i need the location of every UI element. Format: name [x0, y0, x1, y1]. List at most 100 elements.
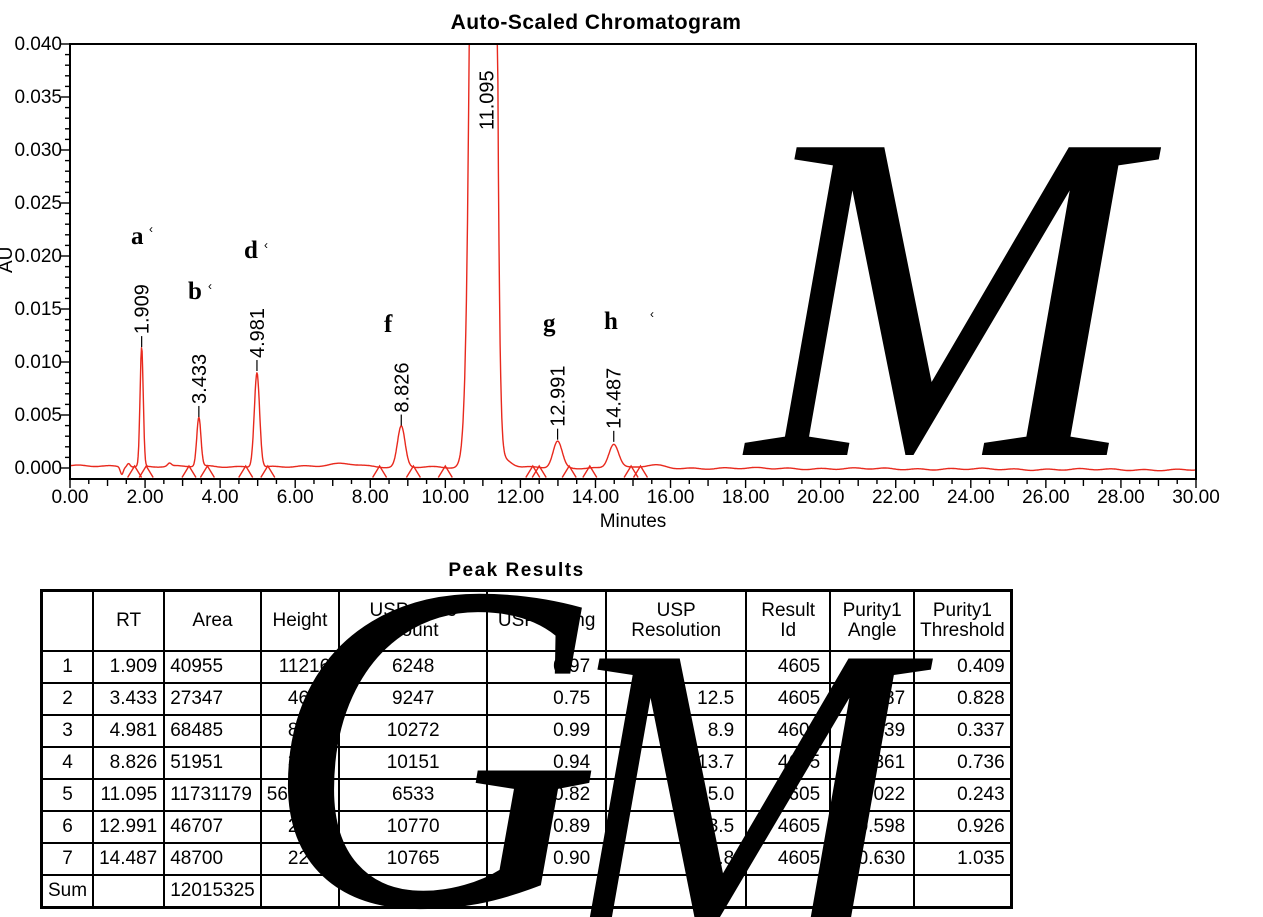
column-header: Result Id [745, 589, 832, 652]
peak-rt-label: 12.991 [548, 366, 570, 427]
plot-border [69, 43, 1197, 480]
x-tick-label: 12.00 [497, 487, 545, 508]
y-tick-label: 0.020 [14, 246, 62, 267]
table-cell: 2278 [259, 842, 341, 876]
table-cell: 8.9 [605, 714, 748, 748]
table-cell [338, 874, 489, 909]
x-tick-label: 14.00 [572, 487, 620, 508]
chromatogram-trace [69, 43, 1197, 476]
table-cell: 8.826 [92, 746, 166, 780]
y-tick-label: 0.040 [14, 34, 62, 55]
table-cell: 0.361 [829, 746, 916, 780]
peak-letter-b: b [188, 278, 202, 305]
table-cell: 0.82 [486, 778, 608, 812]
x-tick-label: 20.00 [797, 487, 845, 508]
table-cell: 1 [40, 650, 95, 684]
table-cell [913, 874, 1013, 909]
column-header [40, 589, 95, 652]
y-tick-label: 0.000 [14, 458, 62, 479]
table-cell: 6533 [338, 778, 489, 812]
table-row: 1 1.909 40955 11216 6248 0.97 4605 0.139 0.409 [40, 650, 1013, 684]
column-header: RT [92, 589, 166, 652]
y-tick-label: 0.030 [14, 140, 62, 161]
x-tick-label: 10.00 [422, 487, 470, 508]
x-tick-label: 24.00 [947, 487, 995, 508]
artifact-mark: ‹ [149, 222, 153, 236]
table-cell: 0.89 [486, 810, 608, 844]
table-cell: 11731179 [163, 778, 262, 812]
table-cell: 10272 [338, 714, 489, 748]
table-cell: 3.433 [92, 682, 166, 716]
table-cell: 1.787 [829, 682, 916, 716]
table-cell: 4626 [259, 682, 341, 716]
peak-labels: 1.909 a 3.433 b 4.981 d 8.826 f 11.095 12.991 g 14.… [131, 70, 654, 442]
table-body: 1 1.909 40955 11216 6248 0.97 4605 0.139 0.409 2 3… [40, 650, 1013, 909]
peak-letter-f: f [384, 311, 393, 338]
table-cell: 4605 [745, 714, 832, 748]
table-cell: 0.75 [486, 682, 608, 716]
column-header: Purity1 Threshold [913, 589, 1013, 652]
table-cell [486, 874, 608, 909]
y-axis: 0.000 0.005 0.010 0.015 0.020 0.025 0.030 0.035… [14, 34, 70, 479]
table-cell: 4 [40, 746, 95, 780]
table-row: 5 11.095 11731179 560442 6533 0.82 5.0 4605 0.02… [40, 778, 1013, 812]
table-cell: 2.8 [605, 842, 748, 876]
column-header: USP Resolution [605, 589, 748, 652]
table-cell: 11216 [259, 650, 341, 684]
table-cell: 48700 [163, 842, 262, 876]
table-cell: 0.94 [486, 746, 608, 780]
table-cell: 4605 [745, 746, 832, 780]
table-cell: 4.981 [92, 714, 166, 748]
table-cell: 1.909 [92, 650, 166, 684]
x-tick-label: 0.00 [52, 487, 89, 508]
table-cell: 0.99 [486, 714, 608, 748]
table-cell [92, 874, 166, 909]
peak-letter-a: a [131, 223, 144, 250]
table-cell: 4605 [745, 778, 832, 812]
table-cell [605, 874, 748, 909]
table-cell: 3815 [259, 746, 341, 780]
table-row: Sum 12015325 [40, 874, 1013, 909]
table-cell: 0.243 [913, 778, 1013, 812]
peak-results-table: RT Area Height USP Plate Count USP Tailing US… [40, 589, 1013, 909]
table-cell: 10770 [338, 810, 489, 844]
table-cell: 27347 [163, 682, 262, 716]
table-cell: 3.5 [605, 810, 748, 844]
chart-title: Auto-Scaled Chromatogram [451, 11, 742, 34]
integration-marks [127, 464, 649, 478]
table-cell: 0.630 [829, 842, 916, 876]
peak-rt-label: 11.095 [476, 70, 498, 130]
table-cell: 6 [40, 810, 95, 844]
x-tick-label: 16.00 [647, 487, 695, 508]
table-cell: 0.736 [913, 746, 1013, 780]
column-header: Height [259, 589, 341, 652]
table-cell: 9247 [338, 682, 489, 716]
table-cell: 5 [40, 778, 95, 812]
table-cell: 1.035 [913, 842, 1013, 876]
x-tick-label: 22.00 [872, 487, 920, 508]
table-cell: 0.409 [913, 650, 1013, 684]
column-header: USP Tailing [486, 589, 608, 652]
y-tick-label: 0.005 [14, 405, 62, 426]
column-header: Area [163, 589, 262, 652]
table-cell: 11.095 [92, 778, 166, 812]
table-cell: 0.926 [913, 810, 1013, 844]
table-cell: 12.991 [92, 810, 166, 844]
peak-rt-label: 3.433 [189, 354, 211, 404]
x-axis: 0.00 2.00 4.00 6.00 8.00 10.00 12.00 14.00 16.00… [52, 479, 1220, 508]
table-cell: 46707 [163, 810, 262, 844]
table-cell: 4605 [745, 650, 832, 684]
table-cell: 2482 [259, 810, 341, 844]
x-tick-label: 6.00 [277, 487, 314, 508]
table-cell: 0.97 [486, 650, 608, 684]
table-cell: 7 [40, 842, 95, 876]
table-cell: 12.5 [605, 682, 748, 716]
table-cell [829, 874, 916, 909]
table-cell: 10765 [338, 842, 489, 876]
table-row: 2 3.433 27347 4626 9247 0.75 12.5 4605 1.787 0.82… [40, 682, 1013, 716]
x-tick-label: 26.00 [1022, 487, 1070, 508]
x-tick-label: 8.00 [352, 487, 389, 508]
table-cell [259, 874, 341, 909]
table-cell: 6248 [338, 650, 489, 684]
table-cell [745, 874, 832, 909]
